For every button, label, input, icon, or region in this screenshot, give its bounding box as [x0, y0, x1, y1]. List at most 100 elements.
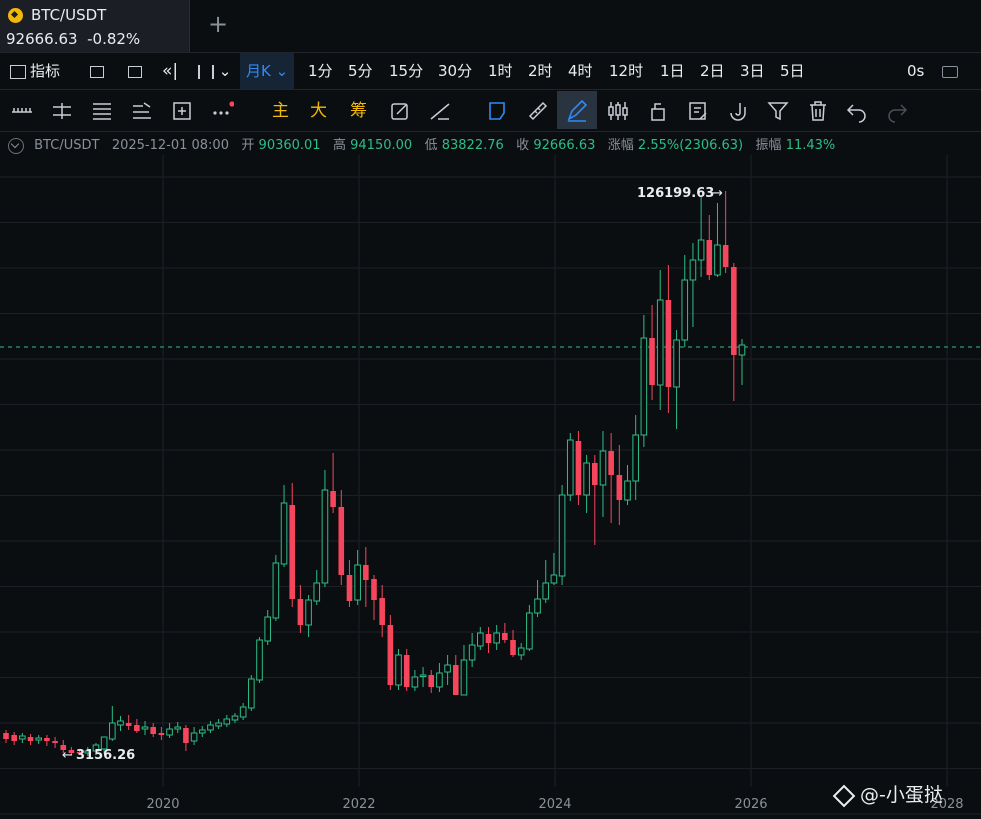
candle-up — [697, 239, 705, 261]
camera-icon[interactable] — [942, 53, 958, 89]
chart-toolbar: 指标 «| ⌄ 月K ⌄ 1分 5分 15分 30分 1时 2时 4时 12时 … — [0, 52, 981, 90]
interval-active[interactable]: 月K ⌄ — [240, 53, 295, 89]
candle-down — [371, 579, 377, 600]
ohlc-info-row: BTC/USDT 2025-12-01 08:00 开 90360.01 高 9… — [8, 134, 835, 154]
info-datetime: 2025-12-01 08:00 — [111, 138, 229, 153]
horizontal-ray-icon[interactable] — [10, 99, 34, 123]
candle-down — [731, 267, 737, 355]
candle-type-dropdown[interactable]: ⌄ — [198, 53, 231, 89]
main-indicator-toggle[interactable]: 主 — [272, 101, 289, 121]
measure-box-icon[interactable] — [170, 99, 194, 123]
candle-down — [575, 441, 582, 495]
candle-down — [428, 675, 435, 687]
candle-up — [681, 279, 689, 341]
candle-up — [223, 718, 231, 725]
candle-up — [599, 450, 607, 486]
interval-3d[interactable]: 3日 — [740, 62, 765, 80]
replay-icon[interactable]: «| — [162, 61, 179, 81]
candlestick-chart[interactable]: 2020 2022 2024 2026 2028 126199.63 → ← 3156.… — [0, 155, 981, 819]
chip-distribution-toggle[interactable]: 筹 — [350, 101, 367, 121]
indicators-button[interactable]: 指标 — [10, 53, 60, 89]
interval-1h[interactable]: 1时 — [488, 62, 513, 80]
trend-channel-icon[interactable] — [130, 99, 154, 123]
candle-up — [395, 654, 402, 686]
candle-up — [100, 736, 108, 750]
candle-up — [321, 489, 329, 584]
add-tab-plus-icon[interactable]: + — [208, 10, 229, 38]
lock-icon[interactable] — [646, 99, 670, 123]
candle-up — [468, 644, 476, 661]
candle-down — [183, 728, 189, 743]
fib-levels-icon[interactable] — [90, 99, 114, 123]
interval-1d[interactable]: 1日 — [660, 62, 685, 80]
interval-2d[interactable]: 2日 — [700, 62, 725, 80]
candle-up — [566, 439, 574, 496]
candle-up — [583, 462, 590, 496]
interval-15m[interactable]: 15分 — [389, 62, 424, 80]
candle-up — [714, 244, 721, 276]
candle-up — [264, 616, 271, 642]
candle-up — [239, 706, 247, 718]
candle-up — [313, 582, 321, 602]
candle-up — [460, 659, 468, 696]
more-tools-icon[interactable] — [210, 99, 235, 123]
info-symbol: BTC/USDT — [34, 138, 100, 153]
candle-down — [330, 491, 336, 507]
candle-up — [19, 735, 26, 740]
select-cursor-icon[interactable] — [486, 99, 510, 123]
candle-down — [502, 633, 508, 640]
candle-down — [379, 598, 385, 625]
note-edit-icon[interactable] — [686, 99, 710, 123]
candle-up — [215, 722, 222, 727]
binance-diamond-icon — [832, 784, 856, 807]
candle-down — [616, 475, 623, 500]
layout-icon[interactable] — [128, 53, 142, 89]
candle-down — [11, 735, 17, 741]
candle-down — [68, 750, 75, 753]
svg-text:→: → — [712, 186, 723, 201]
candle-up — [207, 724, 214, 731]
redo-icon[interactable] — [885, 99, 909, 123]
pencil-icon[interactable] — [565, 99, 589, 123]
undo-icon[interactable] — [845, 99, 869, 123]
candle-down — [27, 737, 34, 741]
candle-up — [166, 728, 173, 736]
open-label: 开 — [241, 138, 255, 153]
candle-down — [665, 300, 672, 387]
interval-2h[interactable]: 2时 — [528, 62, 553, 80]
close-value: 92666.63 — [533, 138, 596, 153]
line-tool-icon[interactable] — [428, 99, 452, 123]
candle-up — [419, 674, 427, 677]
magnet-icon[interactable] — [726, 99, 750, 123]
interval-1m[interactable]: 1分 — [308, 62, 333, 80]
candle-up — [517, 647, 525, 656]
min-price-marker: ← 3156.26 — [62, 748, 135, 763]
chart-grid — [0, 155, 981, 815]
candle-up — [174, 726, 182, 730]
candle-down — [289, 505, 296, 599]
candle-up — [256, 639, 263, 681]
candle-down — [387, 625, 394, 685]
parallel-lines-icon[interactable] — [50, 99, 74, 123]
big-indicator-toggle[interactable]: 大 — [310, 101, 327, 121]
calendar-icon[interactable] — [90, 53, 104, 89]
interval-12h[interactable]: 12时 — [609, 62, 644, 80]
candle-down — [134, 725, 140, 731]
countdown-timer: 0s — [907, 62, 925, 80]
candle-up — [738, 344, 746, 356]
interval-5d[interactable]: 5日 — [780, 62, 805, 80]
candles-icon[interactable] — [606, 99, 630, 123]
ruler-icon[interactable] — [526, 99, 550, 123]
symbol-tab[interactable]: BTC/USDT 92666.63 -0.82% — [0, 0, 190, 52]
change-value: 2.55%(2306.63) — [637, 138, 744, 153]
filter-icon[interactable] — [766, 99, 790, 123]
trash-icon[interactable] — [806, 99, 830, 123]
edit-square-icon[interactable] — [388, 99, 412, 123]
candle-up — [231, 715, 239, 721]
svg-text:←: ← — [62, 748, 73, 763]
candle-up — [656, 299, 664, 386]
interval-5m[interactable]: 5分 — [348, 62, 373, 80]
collapse-chevron-icon[interactable] — [8, 137, 24, 154]
interval-4h[interactable]: 4时 — [568, 62, 593, 80]
interval-30m[interactable]: 30分 — [438, 62, 473, 80]
